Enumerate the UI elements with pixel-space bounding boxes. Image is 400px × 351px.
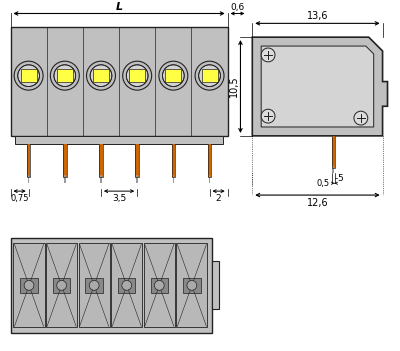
Bar — [165, 69, 181, 82]
Circle shape — [123, 61, 152, 90]
Text: 13,6: 13,6 — [307, 11, 328, 21]
Text: 0,5: 0,5 — [316, 179, 330, 188]
Bar — [332, 136, 334, 168]
Polygon shape — [261, 46, 374, 127]
Text: 0,6: 0,6 — [230, 2, 245, 12]
Circle shape — [18, 65, 40, 86]
Circle shape — [122, 280, 132, 290]
Bar — [144, 244, 175, 327]
Bar — [53, 278, 70, 293]
Bar — [129, 69, 145, 82]
Bar — [57, 69, 73, 82]
Bar — [209, 176, 210, 183]
Bar — [79, 244, 110, 327]
Circle shape — [57, 280, 66, 290]
Bar — [136, 176, 138, 183]
Bar — [183, 278, 200, 293]
Circle shape — [261, 109, 275, 123]
Bar — [136, 144, 139, 177]
Bar — [202, 69, 218, 82]
Circle shape — [50, 61, 79, 90]
Bar — [93, 69, 109, 82]
Circle shape — [54, 65, 76, 86]
Bar — [172, 144, 175, 177]
Bar — [332, 166, 334, 173]
Circle shape — [154, 280, 164, 290]
Text: 12,6: 12,6 — [307, 198, 328, 208]
Circle shape — [199, 65, 220, 86]
Text: 10,5: 10,5 — [228, 76, 238, 97]
Bar — [27, 144, 30, 177]
Bar — [150, 278, 168, 293]
Circle shape — [195, 61, 224, 90]
Bar — [212, 261, 219, 309]
Circle shape — [89, 280, 99, 290]
Circle shape — [261, 48, 275, 62]
Circle shape — [126, 65, 148, 86]
Bar — [176, 244, 208, 327]
Circle shape — [14, 61, 43, 90]
Bar — [63, 144, 66, 177]
Text: L: L — [116, 1, 123, 12]
Circle shape — [86, 61, 116, 90]
Bar — [21, 69, 36, 82]
Bar — [28, 176, 30, 183]
Circle shape — [90, 65, 112, 86]
Bar — [100, 176, 102, 183]
Bar — [14, 244, 44, 327]
Circle shape — [162, 65, 184, 86]
Circle shape — [354, 111, 368, 125]
Text: 5: 5 — [338, 174, 343, 183]
Bar — [99, 144, 103, 177]
Bar — [208, 144, 211, 177]
Text: 2: 2 — [216, 194, 221, 203]
Text: 3,5: 3,5 — [112, 194, 126, 203]
Polygon shape — [252, 37, 388, 136]
Bar — [111, 244, 142, 327]
Circle shape — [24, 280, 34, 290]
Bar — [64, 176, 66, 183]
Bar — [172, 176, 174, 183]
Bar — [10, 238, 212, 333]
Bar — [10, 27, 228, 136]
Circle shape — [187, 280, 197, 290]
Bar — [20, 278, 38, 293]
Circle shape — [159, 61, 188, 90]
Bar — [16, 136, 223, 144]
Bar — [86, 278, 103, 293]
Bar — [118, 278, 136, 293]
Bar — [46, 244, 77, 327]
Text: 0,75: 0,75 — [10, 194, 29, 203]
